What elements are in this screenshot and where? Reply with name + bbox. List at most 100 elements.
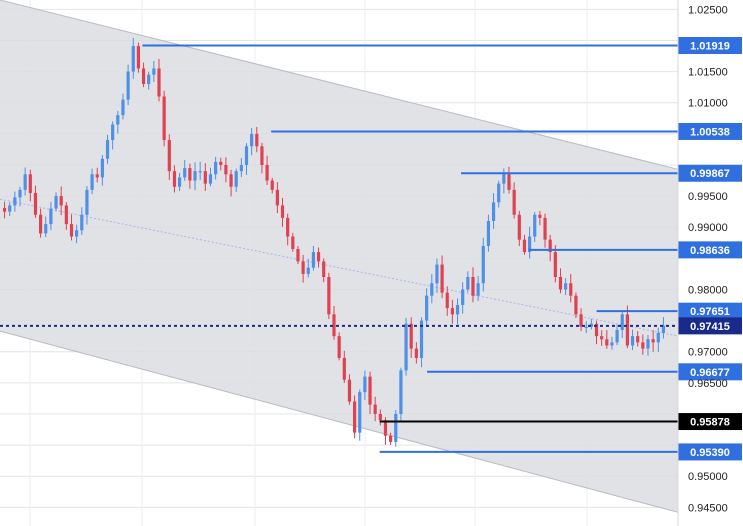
candle-down — [471, 277, 475, 296]
channel-lower-line — [0, 330, 679, 513]
candle-down — [95, 174, 99, 178]
candle-down — [553, 252, 557, 278]
price-axis: 1.02500 1.01500 1.01000 0.99500 0.99000 0.980… — [677, 0, 728, 526]
candle-up — [461, 289, 465, 306]
candle-up — [121, 99, 125, 116]
candle-down — [327, 277, 331, 315]
y-tick-label: 0.99500 — [688, 191, 728, 203]
candle-down — [260, 146, 264, 165]
candle-up — [311, 252, 316, 268]
candle-down — [224, 164, 228, 175]
candle-down — [69, 224, 74, 237]
level-tag — [678, 164, 742, 182]
candle-up — [85, 189, 89, 215]
candle-up — [75, 230, 79, 237]
candle-up — [399, 370, 403, 414]
level-tag-label: 0.98636 — [690, 245, 730, 257]
y-tick-label: 0.95000 — [688, 471, 728, 483]
candle-up — [100, 158, 104, 178]
candle-up — [394, 413, 398, 442]
candle-up — [455, 305, 460, 315]
candle-down — [352, 401, 357, 433]
candle-up — [533, 214, 537, 237]
candle-up — [239, 164, 243, 172]
candle-up — [54, 196, 58, 209]
candle-down — [291, 236, 295, 249]
candle-down — [203, 171, 207, 184]
candle-down — [543, 217, 547, 240]
candle-down — [605, 339, 609, 346]
candle-down — [296, 248, 300, 262]
candle-up — [419, 320, 424, 358]
candle-up — [49, 208, 53, 225]
candle-down — [651, 339, 655, 343]
candle-down — [342, 357, 346, 380]
candle-up — [435, 264, 439, 284]
candle-up — [363, 376, 367, 393]
candle-up — [491, 202, 496, 221]
candle-down — [445, 292, 449, 309]
candle-down — [188, 168, 192, 181]
level-tag — [678, 241, 742, 259]
candle-down — [522, 239, 527, 253]
candle-down — [594, 323, 599, 337]
y-tick-label: 1.01000 — [688, 98, 728, 110]
candle-up — [214, 161, 218, 175]
candle-down — [507, 174, 511, 190]
candle-down — [579, 314, 583, 327]
candle-down — [229, 174, 233, 187]
candle-down — [136, 46, 140, 69]
candle-up — [105, 140, 110, 159]
candle-down — [347, 379, 352, 402]
candle-down — [373, 404, 377, 414]
candle-down — [368, 376, 372, 405]
candle-down — [558, 277, 563, 290]
candle-down — [574, 295, 578, 315]
candle-up — [306, 267, 310, 274]
level-tag — [678, 302, 742, 320]
candle-up — [44, 224, 48, 234]
candle-up — [497, 183, 501, 203]
candle-down — [255, 133, 259, 147]
candle-down — [141, 68, 146, 85]
level-tag — [678, 317, 742, 335]
price-levels: 1.01919 1.00538 0.99867 0.98636 0.97651 0.974… — [0, 37, 742, 461]
candle-down — [600, 336, 604, 340]
level-tag-label: 0.95390 — [690, 447, 730, 459]
candle-up — [430, 283, 434, 296]
y-tick-label: 0.94500 — [688, 502, 728, 514]
level-tag — [678, 37, 742, 55]
y-tick-label: 0.97000 — [688, 347, 728, 359]
candle-up — [481, 245, 485, 284]
candle-down — [316, 252, 321, 262]
candle-down — [548, 239, 552, 253]
candle-down — [517, 214, 521, 240]
candle-up — [358, 392, 362, 433]
candle-down — [337, 336, 341, 358]
candle-up — [584, 326, 588, 329]
candle-down — [383, 420, 388, 436]
candle-down — [280, 205, 285, 218]
y-tick-label: 1.02500 — [688, 4, 728, 16]
candle-up — [620, 314, 624, 330]
candle-up — [630, 336, 635, 346]
channel-midline — [0, 198, 679, 337]
candle-down — [219, 161, 223, 165]
candle-up — [18, 189, 22, 198]
candle-up — [610, 342, 614, 346]
candle-down — [33, 192, 38, 215]
level-tag — [678, 122, 742, 140]
candle-down — [332, 314, 336, 337]
candle-down — [28, 174, 32, 193]
candle-up — [528, 236, 532, 253]
y-tick-label: 0.99000 — [688, 222, 728, 234]
candle-down — [409, 323, 413, 349]
candle-up — [147, 74, 151, 85]
candle-down — [636, 336, 640, 343]
candle-up — [116, 115, 120, 125]
candle-down — [641, 342, 645, 349]
level-tag-label: 0.97651 — [690, 306, 730, 318]
candle-up — [661, 325, 666, 334]
